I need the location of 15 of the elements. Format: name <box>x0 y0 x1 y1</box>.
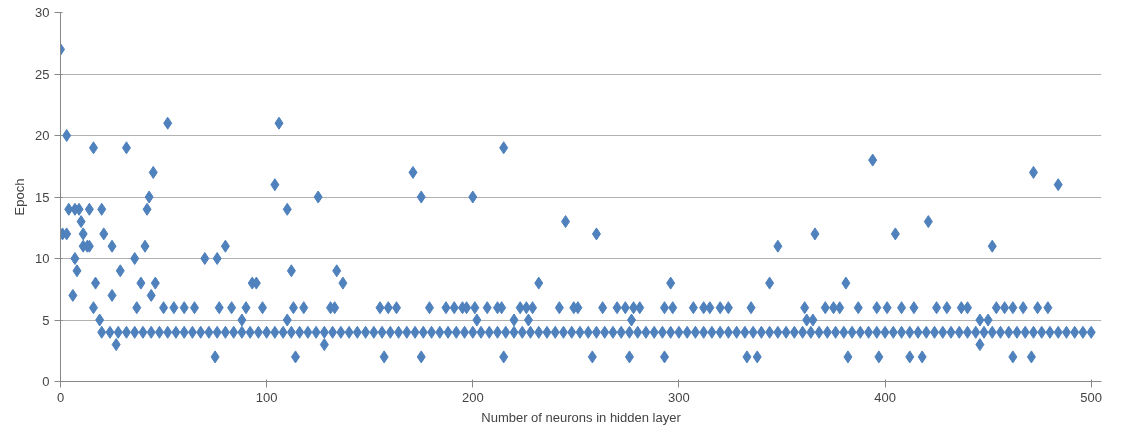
y-tick-label: 15 <box>35 189 50 205</box>
x-tick-label: 400 <box>874 389 896 405</box>
y-tick-label: 5 <box>42 312 50 328</box>
y-tick-label: 0 <box>42 374 50 389</box>
y-axis-title: Epoch <box>12 178 28 216</box>
x-tick-label: 500 <box>1080 389 1103 405</box>
y-tick-label: 25 <box>35 66 50 82</box>
x-axis-title: Number of neurons in hidden layer <box>481 409 682 425</box>
x-tick-label: 300 <box>668 389 690 405</box>
y-tick-label: 30 <box>35 5 50 20</box>
x-tick-label: 100 <box>255 389 278 405</box>
x-tick-label: 0 <box>56 389 65 405</box>
x-tick-label: 200 <box>461 389 484 405</box>
y-tick-label: 10 <box>35 251 50 266</box>
y-tick-label: 20 <box>35 128 50 143</box>
